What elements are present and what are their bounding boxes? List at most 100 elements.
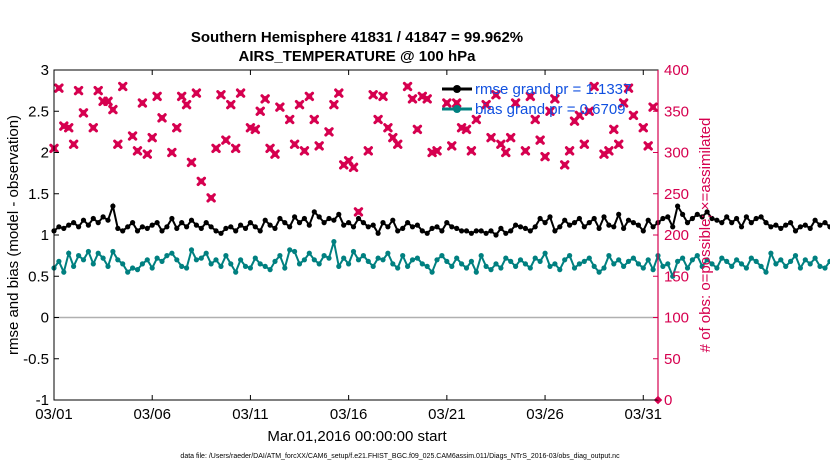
x-tick-label: 03/11	[232, 406, 268, 423]
obs-count-point	[255, 106, 265, 116]
obs-count-point	[181, 99, 192, 110]
rmse-point	[680, 211, 686, 217]
bias-point	[611, 261, 617, 267]
y-axis-label: rmse and bias (model - observation)	[5, 115, 22, 355]
obs-count-point	[447, 141, 457, 151]
rmse-point	[326, 215, 332, 222]
rmse-point	[76, 224, 82, 230]
obs-count-point	[412, 124, 423, 135]
rmse-point	[581, 224, 587, 230]
bias-point	[267, 267, 273, 273]
obs-count-point	[64, 123, 74, 133]
bias-point	[405, 263, 411, 269]
bias-point	[522, 261, 529, 267]
bias-point	[365, 258, 371, 264]
rmse-point	[321, 220, 327, 226]
bias-point	[797, 265, 804, 271]
bias-point	[596, 269, 602, 275]
rmse-point	[763, 220, 769, 226]
bias-point	[139, 261, 145, 267]
bias-point	[729, 263, 735, 269]
rmse-point	[768, 224, 774, 230]
bias-point	[527, 265, 533, 271]
rmse-point	[213, 228, 219, 234]
rmse-point	[463, 228, 470, 234]
bias-point	[748, 255, 754, 261]
bias-point	[115, 257, 121, 263]
rmse-point	[719, 220, 725, 226]
rmse-point	[527, 228, 533, 234]
rmse-point	[562, 217, 568, 223]
bias-point	[419, 261, 425, 267]
rmse-point	[542, 220, 548, 226]
bias-point	[95, 250, 101, 256]
bias-point	[459, 261, 465, 267]
rmse-point	[247, 220, 253, 226]
obs-count-point	[196, 176, 207, 187]
bias-point	[660, 263, 666, 269]
obs-count-point	[334, 88, 344, 98]
rmse-point	[115, 225, 121, 231]
bias-point	[788, 258, 794, 264]
bias-point	[429, 269, 435, 275]
rmse-point	[331, 217, 337, 223]
rmse-point	[287, 224, 293, 230]
rmse-point	[689, 215, 696, 222]
bias-point	[149, 265, 155, 271]
rmse-point	[498, 225, 504, 231]
rmse-point	[449, 224, 455, 230]
rmse-point	[439, 228, 445, 234]
obs-count-point	[505, 132, 516, 143]
rmse-point	[778, 225, 784, 231]
obs-count-point	[78, 108, 89, 118]
plot-area	[54, 70, 658, 400]
rmse-point	[267, 222, 273, 228]
bias-point	[768, 250, 774, 256]
rmse-point	[71, 220, 77, 226]
rmse-point	[370, 222, 376, 228]
bias-point	[336, 263, 342, 269]
bias-point	[85, 248, 91, 255]
obs-count-point	[235, 88, 246, 98]
bias-point	[400, 253, 406, 259]
obs-count-point	[88, 123, 98, 133]
obs-count-point	[378, 91, 388, 102]
obs-count-point	[461, 124, 472, 135]
bias-point	[184, 265, 190, 271]
bias-point	[193, 257, 199, 263]
rmse-point	[557, 224, 563, 230]
bias-point	[586, 255, 592, 261]
bias-point	[233, 269, 239, 275]
obs-count-point	[211, 143, 221, 154]
bias-point	[434, 257, 440, 263]
rmse-point	[414, 222, 420, 228]
rmse-point	[601, 214, 607, 220]
bias-point	[174, 257, 180, 263]
rmse-point	[419, 228, 425, 234]
bias-point	[517, 257, 524, 263]
bias-point	[699, 263, 705, 269]
obs-count-point	[540, 151, 550, 162]
x-tick-label: 03/01	[35, 406, 73, 423]
bias-point	[390, 261, 396, 267]
obs-count-point	[520, 146, 531, 156]
bias-point	[61, 269, 67, 275]
rmse-point	[630, 220, 637, 226]
bias-point	[576, 261, 583, 267]
bias-point	[198, 255, 204, 261]
obs-count-point	[486, 132, 496, 143]
rmse-point	[144, 225, 150, 231]
bias-point	[616, 257, 622, 263]
rmse-point	[792, 228, 799, 234]
obs-count-point	[167, 147, 177, 158]
obs-count-point	[309, 114, 319, 125]
obs-count-point	[373, 114, 383, 125]
rmse-point	[517, 224, 524, 230]
obs-count-point	[638, 123, 648, 133]
rmse-point	[400, 225, 406, 231]
rmse-point	[537, 215, 543, 222]
x-tick-label: 03/26	[526, 406, 564, 423]
bias-point	[370, 263, 376, 269]
rmse-point	[292, 214, 298, 220]
rmse-point	[665, 214, 671, 220]
